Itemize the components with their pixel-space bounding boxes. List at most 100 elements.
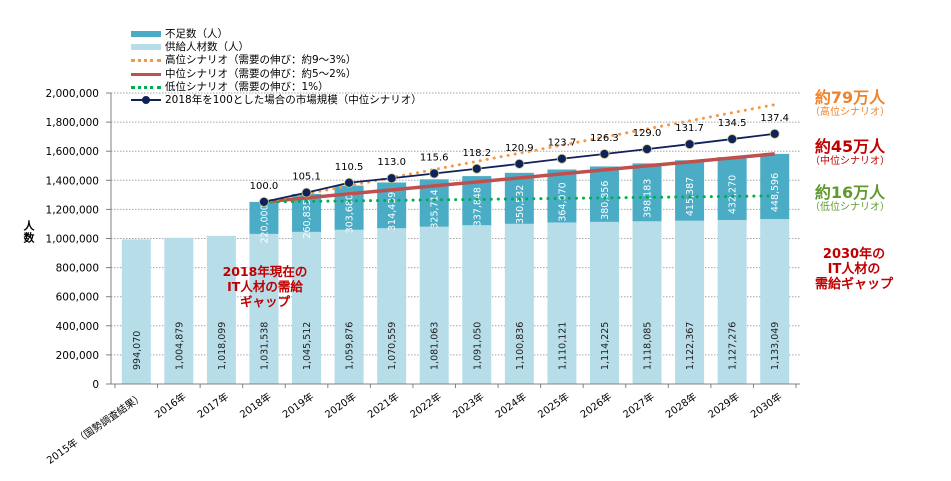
bar-shortage [547, 169, 577, 223]
bar-supply-label: 1,133,049 [770, 322, 781, 370]
x-tick-label: 2020年 [322, 390, 358, 421]
y-tick-label: 2,000,000 [46, 88, 99, 100]
bar-supply [589, 221, 619, 384]
bar-supply [504, 223, 534, 384]
legend-item-low-scenario: 低位シナリオ（需要の伸び：1%） [131, 81, 422, 94]
annotation-line: 需給ギャップ [814, 277, 893, 292]
mid-gap-caption: （中位シナリオ） [810, 156, 890, 167]
bar-supply-label: 1,110,121 [557, 322, 568, 370]
market-size-marker [386, 173, 397, 184]
bar-shortage-label: 432,270 [728, 175, 739, 214]
bar-shortage-label: 448,596 [770, 173, 781, 212]
bar-shortage [717, 157, 747, 220]
bar-shortage [760, 153, 790, 220]
market-size-label: 105.1 [292, 172, 321, 183]
market-size-label: 129.0 [633, 128, 662, 139]
legend-item-supply: 供給人材数（人） [131, 41, 422, 54]
legend-label: 2018年を100とした場合の市場規模（中位シナリオ） [165, 93, 422, 106]
legend-label: 供給人材数（人） [165, 41, 249, 54]
market-size-label: 134.5 [718, 118, 747, 129]
market-size-marker [259, 197, 269, 207]
legend-label: 不足数（人） [165, 28, 228, 40]
legend-item-market-size: 2018年を100とした場合の市場規模（中位シナリオ） [131, 94, 422, 107]
x-tick-label: 2017年 [195, 390, 231, 421]
bar-supply-label: 1,122,367 [685, 322, 696, 370]
bar-supply [717, 219, 747, 384]
bar-shortage-label: 260,835 [302, 199, 313, 238]
annotation-gap-2018: 2018年現在の IT人材の需給 ギャップ [210, 264, 320, 309]
high-gap-value: 約79万人 [814, 88, 886, 107]
bar-shortage-label: 220,000 [259, 204, 270, 243]
market-size-marker [344, 177, 354, 188]
bar-supply [760, 219, 790, 384]
bar-supply-label: 1,127,276 [728, 322, 739, 370]
bar-supply [377, 228, 407, 384]
x-tick-label: 2016年 [152, 390, 188, 421]
market-size-marker [684, 139, 695, 150]
y-tick-label: 200,000 [56, 350, 99, 362]
y-tick-label: 800,000 [56, 263, 99, 275]
bar-shortage-label: 314,439 [387, 192, 398, 231]
low-gap-value: 約16万人 [814, 183, 886, 202]
market-size-label: 115.6 [420, 152, 449, 163]
market-size-marker [301, 187, 312, 198]
legend-swatch-low [131, 81, 161, 94]
x-tick-label: 2026年 [578, 390, 614, 421]
x-tick-label: 2028年 [663, 390, 699, 421]
bar-supply [419, 226, 449, 384]
market-size-marker [769, 128, 780, 139]
market-size-marker [642, 144, 652, 154]
bar-supply [334, 229, 364, 384]
x-tick-label: 2019年 [280, 390, 316, 421]
annotation-line: 2018年現在の [222, 264, 308, 279]
bar-supply [675, 220, 705, 384]
bar-shortage-label: 337,848 [472, 187, 483, 226]
legend-label: 低位シナリオ（需要の伸び：1%） [165, 80, 329, 93]
market-size-marker [599, 149, 610, 159]
market-size-label: 120.9 [505, 143, 534, 154]
annotation-line: IT人材の [827, 262, 881, 277]
annotation-low-scenario: 約16万人 （低位シナリオ） [806, 184, 894, 214]
market-size-marker [471, 163, 482, 174]
bar-shortage [589, 166, 619, 222]
bar-shortage-label: 303,680 [345, 194, 356, 233]
low-gap-caption: （低位シナリオ） [810, 202, 890, 213]
bar-supply-label: 1,018,099 [217, 322, 228, 370]
bar-supply [121, 239, 151, 384]
legend-swatch-supply [131, 41, 161, 54]
legend-label: 高位シナリオ（需要の伸び：約9〜3%） [165, 54, 357, 67]
bar-supply-label: 1,091,050 [472, 322, 483, 370]
annotation-gap-2030: 2030年の IT人材の 需給ギャップ [806, 247, 902, 292]
x-tick-label: 2022年 [407, 390, 443, 421]
annotation-line: 2030年の [822, 247, 886, 262]
annotation-high-scenario: 約79万人 （高位シナリオ） [806, 89, 894, 119]
market-size-label: 123.7 [548, 138, 577, 149]
x-tick-label: 2029年 [705, 390, 741, 421]
line-low-scenario [262, 194, 777, 204]
y-tick-label: 0 [92, 379, 99, 391]
x-tick-label: 2015年（国勢調査結果） [44, 390, 146, 467]
bar-supply-label: 994,070 [132, 331, 143, 370]
scenario-lines: 100.0 105.1 110.5 113.0 115.6 118.2 120.9 123.7… [250, 103, 789, 207]
bar-shortage-label: 350,532 [515, 185, 526, 224]
annotation-line: ギャップ [239, 294, 290, 309]
legend-swatch-shortage [131, 28, 161, 41]
market-size-marker [429, 168, 440, 179]
y-axis-label: 人数 [22, 220, 35, 244]
market-size-marker [557, 153, 567, 164]
bar-supply-label: 1,081,063 [430, 322, 441, 370]
bar-supply-label: 1,004,879 [174, 322, 185, 370]
legend-swatch-mid [131, 68, 161, 81]
bar-supply-label: 1,114,225 [600, 322, 611, 370]
market-size-label: 113.0 [377, 157, 406, 168]
bar-shortage [632, 163, 662, 222]
y-tick-label: 1,200,000 [46, 204, 99, 216]
y-tick-label: 400,000 [56, 321, 99, 333]
bar-supply-label: 1,059,876 [345, 322, 356, 370]
y-tick-label: 600,000 [56, 292, 99, 304]
bar-supply-label: 1,070,559 [387, 322, 398, 370]
market-size-label: 110.5 [335, 162, 364, 173]
market-size-marker [727, 134, 738, 144]
legend-item-shortage: 不足数（人） [131, 28, 422, 41]
